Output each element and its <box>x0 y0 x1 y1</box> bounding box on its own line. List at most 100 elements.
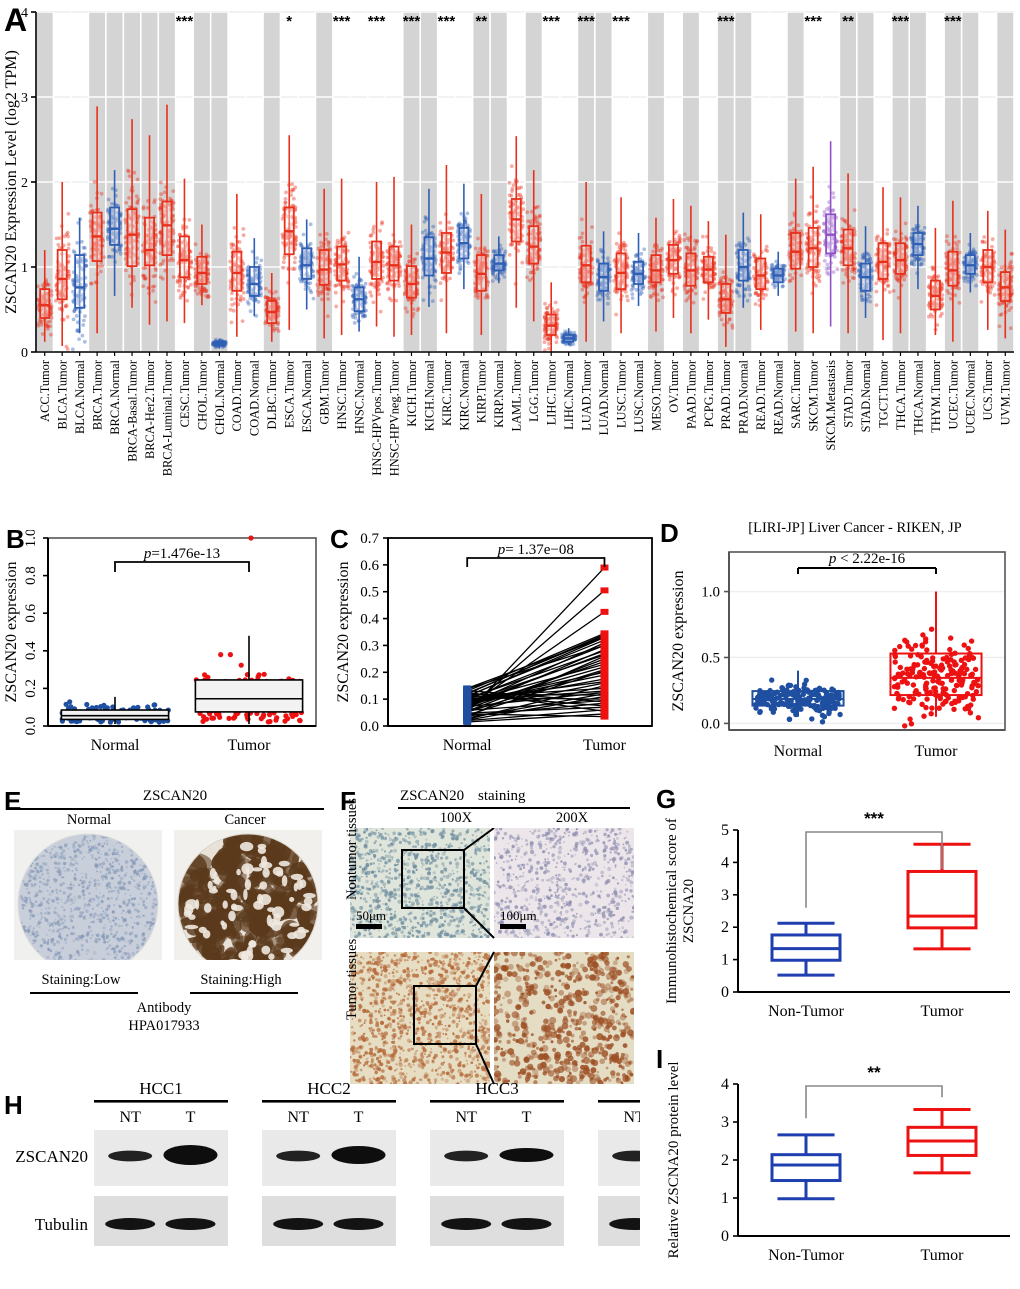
box <box>528 225 540 265</box>
data-point <box>298 266 302 271</box>
data-point <box>874 252 878 257</box>
data-point <box>874 281 879 286</box>
data-point <box>45 327 50 331</box>
data-point <box>301 232 306 237</box>
data-point <box>81 323 86 327</box>
data-point <box>126 169 131 174</box>
data-point <box>840 268 845 272</box>
data-point <box>82 339 87 344</box>
data-point <box>93 241 98 245</box>
data-point <box>817 279 822 284</box>
data-point <box>503 249 508 254</box>
data-point <box>177 278 182 283</box>
data-point <box>214 337 218 342</box>
data-point <box>413 257 418 261</box>
data-point <box>639 291 644 295</box>
data-point <box>160 276 165 281</box>
data-point <box>254 260 259 265</box>
data-point <box>956 239 961 244</box>
data-point <box>815 204 819 209</box>
data-point <box>175 244 180 249</box>
data-point <box>368 282 373 287</box>
data-point <box>276 308 281 312</box>
data-point <box>316 285 321 290</box>
data-point <box>126 168 130 173</box>
data-point <box>176 288 181 293</box>
data-point <box>301 279 306 284</box>
data-point <box>285 242 289 246</box>
data-point <box>187 218 192 222</box>
data-point <box>180 249 185 254</box>
box <box>161 200 173 257</box>
data-point <box>396 281 401 286</box>
data-point <box>232 226 237 230</box>
data-point <box>206 272 211 277</box>
data-point <box>66 259 71 264</box>
data-point <box>72 309 76 314</box>
box <box>109 206 121 246</box>
data-point <box>781 284 785 288</box>
data-point <box>509 164 514 169</box>
data-point <box>224 342 228 346</box>
data-point <box>150 245 154 250</box>
data-point <box>245 282 250 286</box>
data-point <box>439 298 444 303</box>
data-point <box>701 251 706 256</box>
data-point <box>175 278 180 283</box>
data-point <box>447 220 451 225</box>
data-point <box>290 182 294 187</box>
data-point <box>903 235 908 240</box>
data-point <box>127 174 132 179</box>
data-point <box>850 275 855 280</box>
data-point <box>703 290 708 295</box>
data-point <box>589 240 594 245</box>
data-point <box>123 235 128 240</box>
data-point <box>280 232 285 237</box>
data-point <box>189 265 193 270</box>
data-point <box>337 282 341 287</box>
data-point <box>433 258 438 262</box>
data-point <box>240 319 245 323</box>
data-point <box>682 238 687 243</box>
data-point <box>75 240 80 245</box>
data-point <box>354 311 359 316</box>
data-point <box>158 206 163 211</box>
data-point <box>110 214 114 219</box>
data-point <box>201 265 206 270</box>
data-point <box>45 320 50 324</box>
data-point <box>327 240 331 245</box>
data-point <box>641 286 646 291</box>
data-point <box>457 271 462 276</box>
data-point <box>656 298 661 303</box>
data-point <box>153 266 158 271</box>
data-point <box>816 268 821 273</box>
data-point <box>825 262 830 267</box>
data-point <box>926 303 931 307</box>
data-point <box>229 320 234 325</box>
box <box>196 255 208 285</box>
data-point <box>317 291 321 295</box>
data-point <box>345 284 350 288</box>
data-point <box>326 286 331 291</box>
data-point <box>350 313 355 318</box>
data-point <box>289 232 294 237</box>
data-point <box>110 255 115 259</box>
data-point <box>945 288 950 293</box>
data-point <box>160 261 165 266</box>
data-point <box>84 283 88 288</box>
data-point <box>272 304 277 309</box>
data-point <box>93 243 97 248</box>
data-point <box>180 252 185 256</box>
data-point <box>291 267 295 271</box>
data-point <box>438 221 443 225</box>
data-point <box>276 304 281 309</box>
data-point <box>141 284 146 289</box>
data-point <box>276 310 281 315</box>
data-point <box>294 235 298 240</box>
data-point <box>902 277 907 282</box>
data-point <box>185 285 190 289</box>
data-point <box>894 276 899 281</box>
data-point <box>289 189 294 194</box>
data-point <box>118 249 122 253</box>
data-point <box>266 297 270 301</box>
